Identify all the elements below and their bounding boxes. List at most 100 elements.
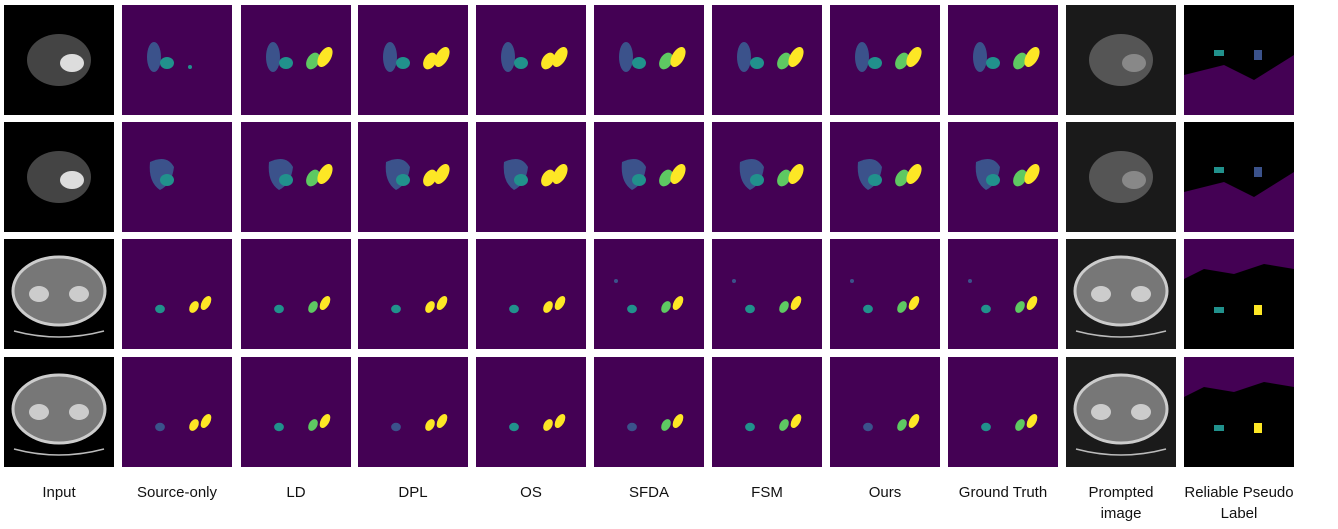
image-cell	[122, 5, 232, 115]
image-cell	[476, 357, 586, 467]
kidney	[514, 174, 528, 186]
image-cell	[712, 239, 822, 349]
kidney	[160, 57, 174, 69]
kidney	[279, 57, 293, 69]
image-cell	[122, 239, 232, 349]
liver	[383, 42, 397, 72]
kidney	[750, 57, 764, 69]
column-label: LD	[236, 482, 356, 503]
pseudo-label	[1254, 50, 1262, 60]
kidney	[632, 57, 646, 69]
organ	[69, 286, 89, 302]
kidney	[863, 423, 873, 431]
liver	[266, 42, 280, 72]
column-label: DPL	[353, 482, 473, 503]
image-cell	[948, 239, 1058, 349]
image-cell	[1066, 239, 1176, 349]
image-cell	[712, 122, 822, 232]
image-cell	[594, 239, 704, 349]
image-cell	[830, 239, 940, 349]
cell-bg	[712, 122, 822, 232]
organ	[1122, 54, 1146, 72]
image-grid	[0, 0, 1338, 529]
kidney	[863, 305, 873, 313]
column-label: SFDA	[589, 482, 709, 503]
image-cell	[241, 239, 351, 349]
column-label: Input	[0, 482, 119, 503]
image-cell	[241, 122, 351, 232]
kidney	[509, 423, 519, 431]
body	[1075, 375, 1167, 443]
image-cell	[358, 239, 468, 349]
organ	[29, 286, 49, 302]
image-cell	[712, 5, 822, 115]
image-cell	[122, 122, 232, 232]
cell-bg	[358, 122, 468, 232]
image-cell	[4, 5, 114, 115]
image-cell	[1184, 357, 1294, 467]
cell-bg	[830, 239, 940, 349]
image-cell	[358, 5, 468, 115]
kidney	[627, 305, 637, 313]
kidney	[981, 305, 991, 313]
cell-bg	[594, 239, 704, 349]
kidney	[868, 174, 882, 186]
liver	[147, 42, 161, 72]
cell-bg	[358, 5, 468, 115]
kidney	[391, 305, 401, 313]
organ	[1131, 404, 1151, 420]
image-cell	[948, 5, 1058, 115]
cell-bg	[476, 122, 586, 232]
image-cell	[241, 5, 351, 115]
cell-bg	[830, 5, 940, 115]
image-cell	[1066, 122, 1176, 232]
cell-bg	[476, 5, 586, 115]
cell-bg	[830, 357, 940, 467]
image-cell	[712, 357, 822, 467]
cell-bg	[594, 5, 704, 115]
image-cell	[1066, 5, 1176, 115]
cell-bg	[241, 5, 351, 115]
image-cell	[476, 122, 586, 232]
liver	[850, 279, 854, 283]
image-cell	[358, 357, 468, 467]
image-cell	[358, 122, 468, 232]
kidney	[986, 174, 1000, 186]
pseudo-label	[1254, 305, 1262, 315]
image-cell	[1184, 122, 1294, 232]
liver	[737, 42, 751, 72]
cell-bg	[241, 239, 351, 349]
organ	[29, 404, 49, 420]
column-label: FSM	[707, 482, 827, 503]
kidney	[750, 174, 764, 186]
liver	[973, 42, 987, 72]
fragment	[188, 65, 192, 69]
kidney	[868, 57, 882, 69]
image-cell	[594, 357, 704, 467]
kidney	[986, 57, 1000, 69]
cell-bg	[712, 357, 822, 467]
liver	[732, 279, 736, 283]
organ	[1131, 286, 1151, 302]
cell-bg	[594, 357, 704, 467]
image-cell	[594, 5, 704, 115]
image-cell	[122, 357, 232, 467]
cell-bg	[712, 5, 822, 115]
kidney	[514, 57, 528, 69]
pseudo-label	[1214, 167, 1224, 173]
image-cell	[476, 5, 586, 115]
body	[13, 257, 105, 325]
cell-bg	[122, 5, 232, 115]
column-label: Source-only	[117, 482, 237, 503]
pseudo-label	[1254, 423, 1262, 433]
image-cell	[948, 357, 1058, 467]
image-cell	[241, 357, 351, 467]
organ	[1091, 286, 1111, 302]
kidney	[981, 423, 991, 431]
cell-bg	[948, 239, 1058, 349]
pseudo-label	[1254, 167, 1262, 177]
organ	[69, 404, 89, 420]
image-cell	[1184, 5, 1294, 115]
body	[13, 375, 105, 443]
liver	[501, 42, 515, 72]
